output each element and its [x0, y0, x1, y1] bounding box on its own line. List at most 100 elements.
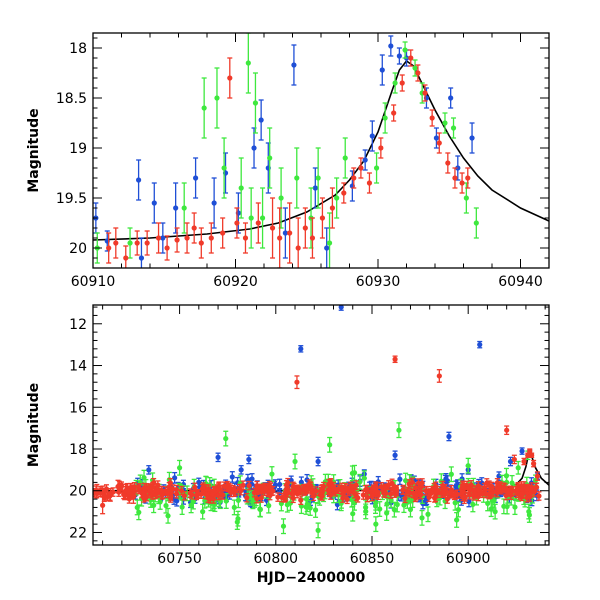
y-tick-label: 18: [69, 442, 87, 458]
green-data-point: [454, 512, 460, 528]
green-data-point: [294, 147, 300, 209]
blue-data-point: [138, 237, 145, 268]
red-band-point: [433, 481, 439, 492]
red-data-point: [531, 459, 537, 468]
green-data-point: [396, 422, 402, 439]
red-band-point: [178, 485, 185, 496]
red-data-point: [452, 167, 458, 189]
red-data-point: [106, 232, 112, 264]
green-band-point: [448, 466, 454, 483]
red-band-point: [525, 483, 531, 494]
red-band-point: [140, 488, 147, 498]
x-tick-label: 60800: [254, 551, 299, 567]
red-band-point: [496, 483, 502, 494]
green-data-point: [221, 137, 227, 199]
red-band-point: [459, 487, 465, 498]
blue-data-point: [392, 450, 398, 461]
red-band-point: [471, 489, 478, 499]
red-data-point: [294, 375, 300, 390]
y-tick-label: 22: [69, 525, 87, 541]
green-data-point: [382, 102, 388, 134]
blue-data-point: [258, 99, 264, 141]
blue-data-point: [215, 452, 221, 463]
red-band-point: [519, 489, 525, 499]
red-data-point: [415, 64, 421, 82]
red-data-point: [155, 222, 162, 254]
red-band-point: [263, 483, 269, 494]
green-band-point: [312, 502, 319, 518]
red-band-point: [275, 492, 281, 502]
red-band-point: [305, 484, 311, 494]
y-tick-label: 20: [69, 484, 87, 500]
red-data-point: [255, 202, 261, 244]
red-band-point: [136, 483, 142, 493]
red-data-point: [174, 227, 180, 253]
blue-data-point: [469, 122, 475, 154]
red-band-point: [203, 489, 210, 500]
blue-data-point: [446, 431, 452, 442]
red-data-point: [341, 182, 347, 204]
blue-data-point: [196, 477, 202, 488]
red-data-point: [408, 49, 414, 67]
red-data-point: [130, 490, 137, 504]
red-band-point: [251, 487, 258, 498]
red-band-point: [228, 487, 234, 498]
red-band-point: [189, 489, 195, 500]
green-band-point: [501, 498, 507, 515]
red-band-point: [232, 486, 239, 496]
red-band-point: [236, 483, 243, 494]
green-band-point: [526, 503, 532, 520]
red-band-point: [452, 490, 458, 500]
red-band-point: [383, 488, 389, 499]
red-data-point: [399, 74, 405, 92]
panel-1: 60910 60920 60930 60940 18 18.5 19 19.5 20 Magnit…: [26, 32, 550, 290]
x-tick-label: 60920: [213, 274, 258, 290]
red-data-point: [329, 187, 335, 229]
red-band-point: [298, 495, 304, 506]
red-data-point: [392, 355, 398, 364]
green-data-point: [245, 33, 251, 94]
x-tick-label: 60940: [498, 274, 543, 290]
green-data-point: [200, 503, 206, 520]
green-data-point: [442, 112, 448, 134]
red-data-point: [107, 488, 113, 502]
blue-data-point: [369, 120, 375, 152]
blue-data-point: [433, 127, 440, 149]
red-band-point: [290, 481, 296, 492]
green-band-point: [231, 499, 237, 516]
red-band-point: [318, 484, 324, 495]
green-data-point: [392, 72, 398, 94]
red-band-point: [310, 488, 316, 498]
green-data-point: [465, 457, 471, 474]
green-data-point: [402, 41, 408, 59]
green-band-point: [363, 503, 369, 520]
red-data-point: [198, 227, 204, 259]
green-data-point: [214, 67, 220, 129]
red-band-point: [378, 481, 384, 492]
panel-2: 60750 60800 60850 60900 12 14 16 18 20 22 Magnitud…: [26, 304, 550, 586]
green-band-point: [455, 501, 461, 518]
x-tick-label: 60900: [446, 551, 491, 567]
green-data-point: [492, 503, 498, 520]
red-data-point: [445, 152, 451, 174]
blue-data-point: [298, 345, 304, 353]
blue-data-point: [396, 47, 402, 65]
green-data-point: [315, 147, 321, 209]
red-band-point: [100, 485, 106, 496]
red-data-point: [309, 217, 316, 259]
red-band-point: [514, 483, 521, 494]
green-data-point: [269, 466, 275, 482]
green-data-point: [201, 77, 207, 139]
green-data-point: [342, 137, 348, 179]
x-axis-label: HJD−2400000: [257, 570, 366, 586]
red-data-point: [422, 84, 428, 102]
blue-data-point: [291, 44, 297, 86]
red-band-point: [164, 488, 170, 499]
blue-data-point: [324, 227, 330, 268]
red-data-point: [378, 137, 384, 159]
red-data-point: [429, 109, 435, 127]
green-data-point: [280, 518, 287, 535]
red-band-point: [143, 491, 150, 502]
x-tick-label: 60910: [71, 274, 116, 290]
